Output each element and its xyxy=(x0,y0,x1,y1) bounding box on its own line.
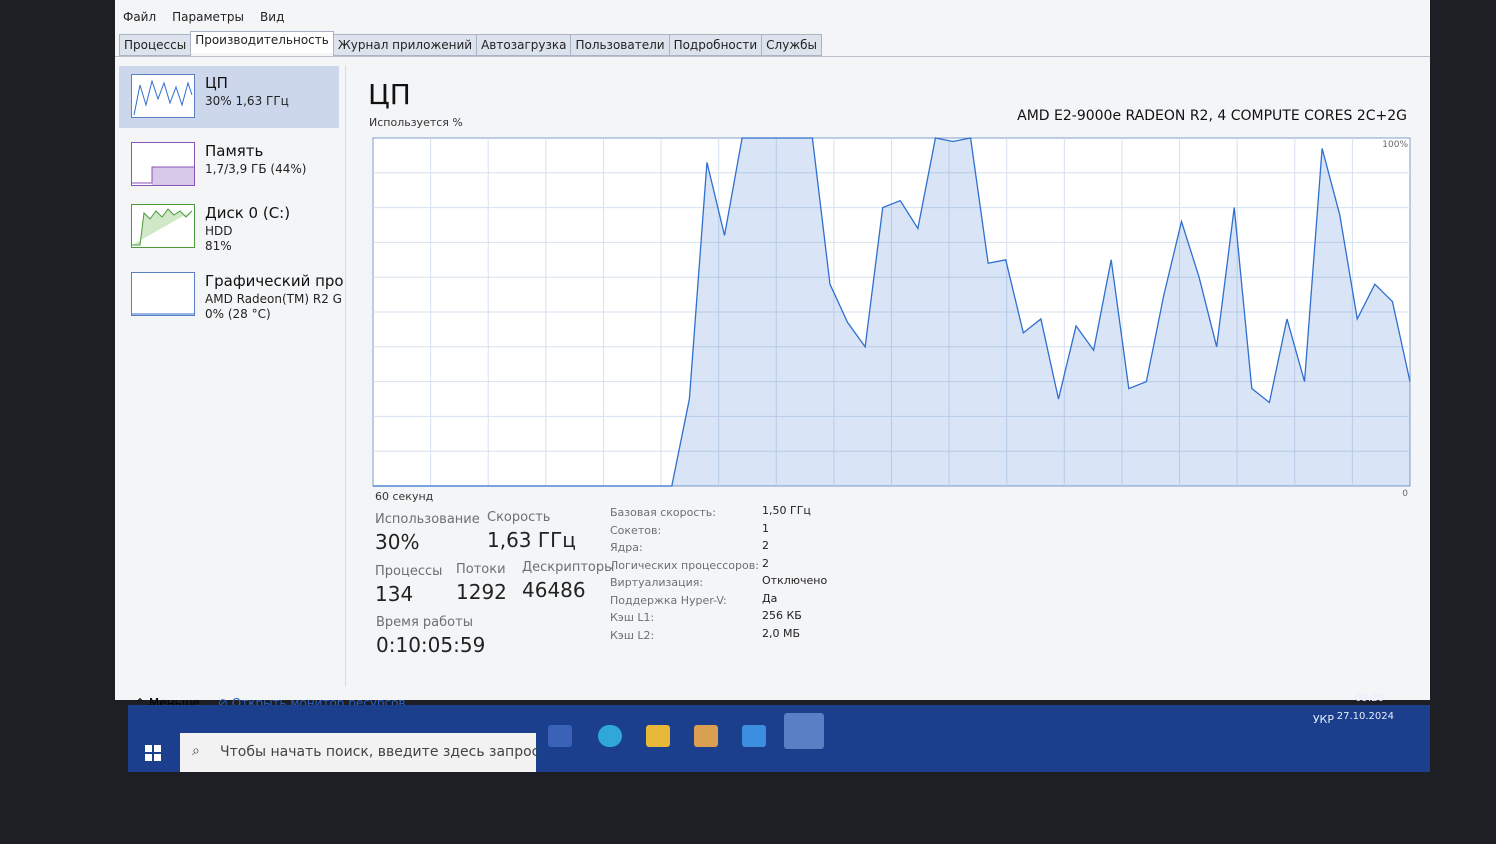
spec-label: Базовая скорость: xyxy=(610,506,716,519)
spec-label: Сокетов: xyxy=(610,523,662,537)
spec-value: 1,50 ГГц xyxy=(762,504,811,517)
tab[interactable]: Пользователи xyxy=(570,34,670,56)
menu-item[interactable]: Вид xyxy=(260,10,285,24)
stat-label: Использование xyxy=(375,512,480,527)
menu-item[interactable]: Файл xyxy=(123,10,157,24)
thumbnail xyxy=(131,204,195,248)
tab[interactable]: Производительность xyxy=(190,31,334,53)
thumbnail xyxy=(131,142,195,186)
tab[interactable]: Подробности xyxy=(668,34,763,56)
stat-value: 46486 xyxy=(522,578,586,602)
spec-label: Ядра: xyxy=(610,541,643,554)
panel-title: ЦП xyxy=(368,78,411,111)
spec-label: Кэш L1: xyxy=(610,611,655,624)
edge-icon[interactable] xyxy=(598,725,622,747)
item-detail: 30% 1,63 ГГц xyxy=(205,94,289,108)
spec-value: 2,0 МБ xyxy=(762,626,801,640)
item-name: Диск 0 (C:) xyxy=(205,204,291,222)
tab-bar: Процессы Производительность Журнал прило… xyxy=(119,31,823,56)
language[interactable]: УКР xyxy=(1312,713,1334,726)
tab[interactable]: Службы xyxy=(761,34,823,56)
tab[interactable]: Журнал приложений xyxy=(332,34,478,56)
stat-value: 0:10:05:59 xyxy=(376,633,486,657)
search-placeholder: Чтобы начать поиск, введите здесь запрос xyxy=(220,744,540,760)
windows-logo xyxy=(145,745,161,761)
cpu-model: AMD E2-9000e RADEON R2, 4 COMPUTE CORES … xyxy=(1017,108,1407,124)
sidebar-item[interactable]: Диск 0 (C:) HDD 81% xyxy=(119,196,339,258)
task-manager-window: Файл Параметры Вид Процессы Производител… xyxy=(115,0,1430,710)
spec-label: Поддержка Hyper-V: xyxy=(610,593,727,607)
stat-value: 1292 xyxy=(456,580,507,604)
taskbar: ⌕ Чтобы начать поиск, введите здесь запр… xyxy=(128,693,1430,772)
stat-label: Скорость xyxy=(487,510,551,525)
item-name: ЦП xyxy=(205,74,228,92)
stat-value: 134 xyxy=(375,582,414,606)
tab[interactable]: Автозагрузка xyxy=(476,34,572,56)
x-axis-label: 60 секунд xyxy=(375,490,434,503)
sidebar: ЦП 30% 1,63 ГГц Память 1,7/3,9 ГБ (44%) … xyxy=(119,66,346,686)
spec-value: Отключено xyxy=(762,574,828,587)
cpu-line xyxy=(373,137,1411,487)
stat-label: Потоки xyxy=(456,562,506,577)
stat-label: Процессы xyxy=(375,564,443,579)
menu-item[interactable]: Параметры xyxy=(172,10,245,24)
search-box[interactable]: ⌕ Чтобы начать поиск, введите здесь запр… xyxy=(180,733,540,772)
item-detail: 0% (28 °C) xyxy=(205,307,271,321)
task-view-icon[interactable] xyxy=(548,725,572,747)
tab-divider xyxy=(115,56,1430,57)
sidebar-item[interactable]: Графический про AMD Radeon(TM) R2 Gr 0% … xyxy=(119,264,344,326)
thumbnail xyxy=(131,74,195,118)
y-axis-label: Используется % xyxy=(369,116,463,129)
item-name: Графический про xyxy=(205,272,344,290)
y-tick-label: 100% xyxy=(1382,140,1408,150)
sidebar-item[interactable]: Память 1,7/3,9 ГБ (44%) xyxy=(119,134,339,196)
spec-label: Логических процессоров: xyxy=(610,558,759,572)
sidebar-item[interactable]: ЦП 30% 1,63 ГГц xyxy=(119,66,339,128)
stat-label: Дескрипторы xyxy=(522,560,615,575)
store-icon[interactable] xyxy=(694,725,718,747)
spec-label: Виртуализация: xyxy=(610,576,704,589)
cpu-graph: Используется % 60 секунд 100% 0 xyxy=(369,116,1411,503)
thumbnail xyxy=(131,272,195,316)
spec-label: Кэш L2: xyxy=(610,628,655,642)
menu-bar: Файл Параметры Вид xyxy=(123,10,284,24)
spec-value: 2 xyxy=(762,556,769,570)
item-name: Память xyxy=(205,142,264,160)
tab[interactable]: Процессы xyxy=(119,34,192,56)
spec-value: 2 xyxy=(762,539,769,552)
stat-value: 1,63 ГГц xyxy=(487,528,576,552)
item-detail: AMD Radeon(TM) R2 Gr xyxy=(205,292,341,306)
item-detail: HDD xyxy=(205,224,233,238)
spec-value: 256 КБ xyxy=(762,609,802,622)
cpu-area xyxy=(373,138,1410,486)
item-detail: 81% xyxy=(205,239,232,253)
explorer-icon[interactable] xyxy=(646,725,670,747)
clock-date: 27.10.2024 xyxy=(1336,711,1394,722)
clock-time: 09:20 xyxy=(1355,693,1384,704)
start-button[interactable] xyxy=(128,733,178,772)
mail-icon[interactable] xyxy=(742,725,766,747)
spec-value: Да xyxy=(762,591,778,605)
spec-value: 1 xyxy=(762,521,769,535)
search-icon: ⌕ xyxy=(192,743,200,759)
y-tick-label: 0 xyxy=(1402,489,1408,499)
stat-value: 30% xyxy=(375,530,420,554)
item-detail: 1,7/3,9 ГБ (44%) xyxy=(205,162,307,176)
stat-label: Время работы xyxy=(376,615,473,630)
task-manager-icon[interactable] xyxy=(784,713,824,749)
